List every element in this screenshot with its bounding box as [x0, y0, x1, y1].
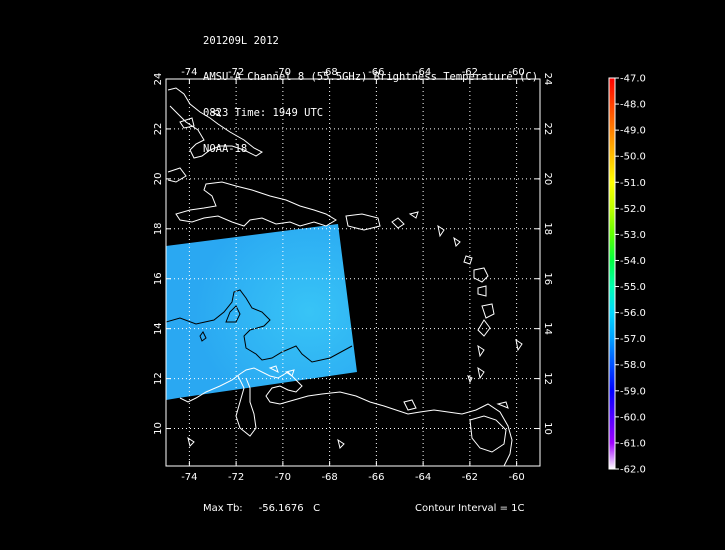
coast-south-america [179, 367, 513, 466]
lat-tick-label-left: 14 [153, 322, 164, 335]
coast-island [179, 117, 195, 129]
contour-interval: Contour Interval = 1C [415, 503, 525, 514]
title-storm-id: 201209L 2012 [203, 35, 279, 47]
coast-aruba [268, 365, 295, 377]
colorbar-label: -62.0 [620, 465, 646, 476]
lon-tick-label-bottom: -68 [321, 472, 337, 483]
coast-puerto-rico [345, 213, 381, 231]
lon-tick-label-bottom: -64 [415, 472, 431, 483]
lon-tick-label-bottom: -74 [181, 472, 197, 483]
lat-tick-label-left: 20 [153, 173, 164, 186]
lon-tick-label-bottom: -70 [275, 472, 291, 483]
lat-tick-label-right: 22 [542, 123, 553, 136]
lon-tick-label-top: -68 [321, 67, 337, 78]
max-tb-label: Max Tb: [203, 503, 243, 514]
coast-lake-maracaibo [235, 375, 257, 437]
contour-line [166, 289, 353, 363]
colorbar-label: -61.0 [620, 438, 646, 449]
colorbar-label: -51.0 [620, 178, 646, 189]
lat-tick-label-left: 18 [153, 222, 164, 235]
colorbar: -47.0 -48.0 -49.0 -50.0 -51.0 -52.0 -53.0 -54.0… [608, 74, 646, 476]
lon-tick-label-bottom: -60 [508, 472, 524, 483]
lon-tick-label-top: -60 [508, 67, 524, 78]
colorbar-label: -60.0 [620, 412, 646, 423]
colorbar-label: -54.0 [620, 256, 646, 267]
coast-virgin-islands [391, 211, 419, 229]
colorbar-label: -50.0 [620, 152, 646, 163]
coast-hispaniola [175, 181, 337, 227]
lat-tick-label-right: 14 [542, 322, 553, 335]
title-time: 0823 Time: 1949 UTC [203, 107, 324, 119]
title-product: AMSU-A Channel 8 (55.5GHz) Brightness Te… [203, 71, 539, 83]
coastline-layer [167, 87, 523, 466]
map-frame [165, 78, 541, 467]
max-tb-value: -56.1676 [258, 503, 304, 514]
colorbar-label: -56.0 [620, 308, 646, 319]
graticule [166, 78, 540, 466]
lon-tick-label-bottom: -62 [462, 472, 478, 483]
lon-tick-label-top: -74 [181, 67, 197, 78]
colorbar-label: -57.0 [620, 334, 646, 345]
colorbar-ramp [608, 77, 616, 470]
coast-island [187, 375, 473, 449]
coast-jamaica [167, 167, 187, 183]
colorbar-label: -47.0 [620, 74, 646, 85]
lon-tick-label-bottom: -72 [228, 472, 244, 483]
lat-tick-label-left: 10 [153, 422, 164, 435]
lon-tick-label-top: -62 [462, 67, 478, 78]
coast-tobago [496, 401, 509, 409]
swath-layer [166, 224, 357, 400]
colorbar-label: -52.0 [620, 204, 646, 215]
lat-tick-label-left: 22 [153, 123, 164, 136]
lat-tick-label-left: 16 [153, 272, 164, 285]
colorbar-label: -53.0 [620, 230, 646, 241]
tick-labels: -74 -74 -72 -72 -70 -70 -68 -68 -66 -66 -64 -64 -62 -… [153, 67, 553, 483]
coast-margarita [403, 399, 417, 411]
contour-line [225, 305, 241, 323]
colorbar-label: -55.0 [620, 282, 646, 293]
lat-tick-label-right: 20 [542, 173, 553, 186]
lon-tick-label-bottom: -66 [368, 472, 384, 483]
coast-island [210, 109, 221, 117]
lat-tick-label-left: 24 [153, 73, 164, 86]
lat-tick-label-right: 16 [542, 272, 553, 285]
lat-tick-label-left: 12 [153, 372, 164, 385]
coast-cuba [167, 87, 263, 159]
colorbar-label: -49.0 [620, 126, 646, 137]
max-tb-readout: Max Tb: -56.1676 C [203, 503, 320, 514]
lon-tick-label-top: -64 [415, 67, 431, 78]
lon-tick-label-top: -66 [368, 67, 384, 78]
contour-line [199, 331, 207, 342]
colorbar-label: -48.0 [620, 100, 646, 111]
lat-tick-label-right: 24 [542, 73, 553, 86]
lon-tick-label-top: -70 [275, 67, 291, 78]
colorbar-label: -58.0 [620, 360, 646, 371]
coast-lesser-antilles [437, 224, 523, 380]
colorbar-label: -59.0 [620, 386, 646, 397]
lat-tick-label-right: 18 [542, 222, 553, 235]
lat-tick-label-right: 10 [542, 422, 553, 435]
coast-trinidad [469, 415, 507, 453]
lat-tick-label-right: 12 [542, 372, 553, 385]
max-tb-unit: C [313, 503, 321, 514]
lon-tick-label-top: -72 [228, 67, 244, 78]
